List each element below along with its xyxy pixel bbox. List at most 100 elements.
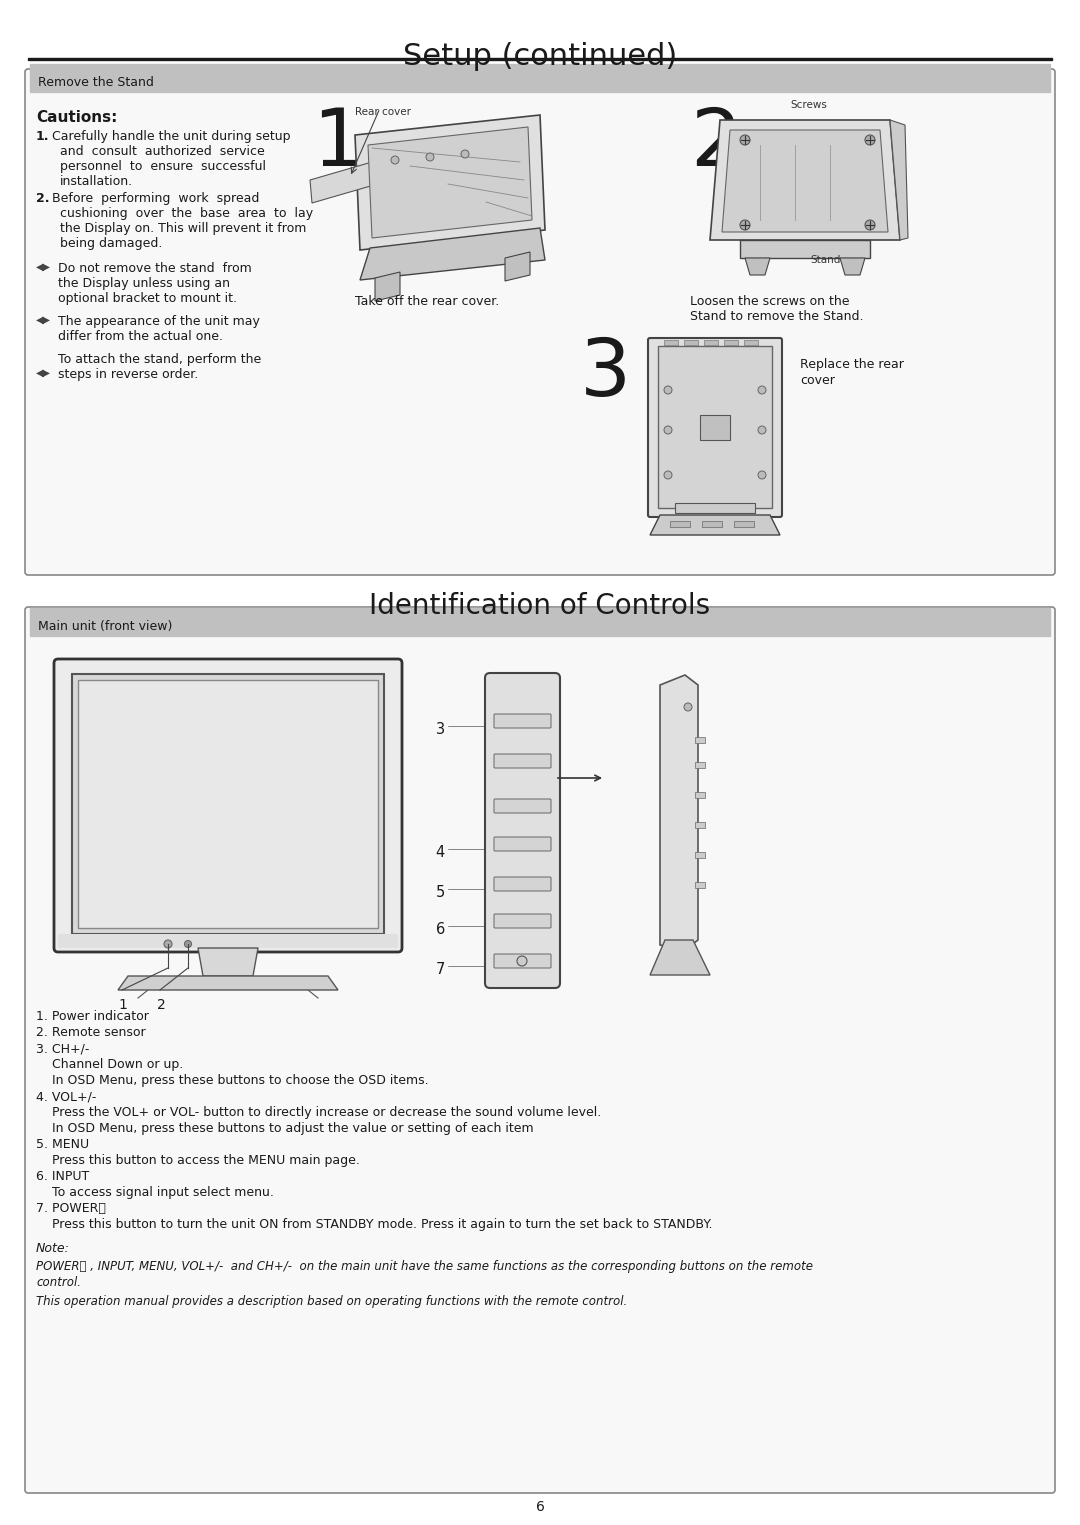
Circle shape: [740, 136, 750, 145]
Circle shape: [391, 156, 399, 165]
Circle shape: [426, 152, 434, 162]
Bar: [30, 64, 1050, 91]
Text: Replace the rear: Replace the rear: [800, 358, 904, 371]
Text: personnel  to  ensure  successful: personnel to ensure successful: [60, 160, 266, 172]
Circle shape: [758, 425, 766, 435]
Bar: [696, 822, 705, 828]
Text: Remove the Stand: Remove the Stand: [38, 76, 153, 88]
Polygon shape: [650, 515, 780, 535]
Bar: [684, 340, 698, 345]
Polygon shape: [355, 114, 545, 250]
Polygon shape: [890, 120, 908, 239]
Bar: [28, 58, 1052, 59]
Bar: [696, 881, 705, 888]
Text: Take off the rear cover.: Take off the rear cover.: [355, 294, 499, 308]
Polygon shape: [840, 258, 865, 274]
Text: 1: 1: [118, 997, 126, 1013]
Text: To access signal input select menu.: To access signal input select menu.: [52, 1186, 274, 1199]
Circle shape: [185, 941, 191, 947]
Text: Identification of Controls: Identification of Controls: [369, 592, 711, 621]
Text: Loosen the screws on the: Loosen the screws on the: [690, 294, 850, 308]
Text: MENU: MENU: [510, 884, 535, 894]
Polygon shape: [368, 127, 532, 238]
Text: 4: 4: [435, 845, 445, 860]
FancyBboxPatch shape: [25, 69, 1055, 575]
Text: Press this button to access the MENU main page.: Press this button to access the MENU mai…: [52, 1154, 360, 1167]
FancyBboxPatch shape: [494, 877, 551, 891]
Text: 6. INPUT: 6. INPUT: [36, 1170, 90, 1183]
Polygon shape: [375, 271, 400, 300]
Text: the Display unless using an: the Display unless using an: [58, 278, 230, 290]
Text: 7: 7: [435, 962, 445, 978]
Polygon shape: [310, 162, 374, 203]
Bar: [72, 674, 384, 933]
Text: Channel Down or up.: Channel Down or up.: [52, 1058, 184, 1071]
Text: cover: cover: [800, 374, 835, 387]
Text: VOL-: VOL-: [512, 843, 531, 852]
Bar: [734, 522, 754, 528]
Polygon shape: [650, 939, 710, 974]
Text: In OSD Menu, press these buttons to choose the OSD items.: In OSD Menu, press these buttons to choo…: [52, 1074, 429, 1087]
Text: Do not remove the stand  from: Do not remove the stand from: [58, 262, 252, 274]
Text: 3: 3: [436, 721, 445, 737]
Text: differ from the actual one.: differ from the actual one.: [58, 329, 222, 343]
Text: the Display on. This will prevent it from: the Display on. This will prevent it fro…: [60, 223, 307, 235]
Text: 6: 6: [435, 923, 445, 936]
Bar: [78, 680, 378, 929]
Text: 6: 6: [536, 1501, 544, 1514]
Text: optional bracket to mount it.: optional bracket to mount it.: [58, 291, 237, 305]
Polygon shape: [745, 258, 770, 274]
Text: Stand to remove the Stand.: Stand to remove the Stand.: [690, 310, 864, 323]
Bar: [724, 340, 738, 345]
Circle shape: [517, 956, 527, 965]
Polygon shape: [198, 949, 258, 976]
Text: cushioning  over  the  base  area  to  lay: cushioning over the base area to lay: [60, 207, 313, 220]
Text: ◀▶: ◀▶: [36, 368, 51, 378]
FancyBboxPatch shape: [494, 955, 551, 968]
Text: Stand: Stand: [810, 255, 840, 265]
Text: Note:: Note:: [36, 1241, 70, 1255]
Polygon shape: [118, 976, 338, 990]
Text: 1.: 1.: [36, 130, 50, 143]
Text: Screws: Screws: [789, 101, 827, 110]
Circle shape: [664, 471, 672, 479]
Text: Setup (continued): Setup (continued): [403, 43, 677, 72]
Text: Press the VOL+ or VOL- button to directly increase or decrease the sound volume : Press the VOL+ or VOL- button to directl…: [52, 1106, 602, 1119]
Text: being damaged.: being damaged.: [60, 236, 162, 250]
Polygon shape: [740, 239, 870, 258]
Polygon shape: [710, 120, 900, 239]
Text: To attach the stand, perform the: To attach the stand, perform the: [58, 352, 261, 366]
Bar: [664, 340, 678, 345]
Text: 2. Remote sensor: 2. Remote sensor: [36, 1026, 146, 1039]
FancyBboxPatch shape: [648, 339, 782, 517]
Circle shape: [664, 425, 672, 435]
Text: 2.: 2.: [36, 192, 50, 204]
Polygon shape: [723, 130, 888, 232]
Text: CH -: CH -: [513, 761, 531, 770]
Bar: [744, 340, 758, 345]
Bar: [696, 737, 705, 743]
Text: 3: 3: [580, 336, 631, 413]
Bar: [696, 852, 705, 859]
Text: CH +: CH +: [511, 721, 532, 730]
Text: Main unit (front view): Main unit (front view): [38, 621, 173, 633]
Text: installation.: installation.: [60, 175, 133, 188]
Text: 7. POWER⏻: 7. POWER⏻: [36, 1202, 106, 1215]
Bar: [696, 791, 705, 798]
Text: 5: 5: [435, 884, 445, 900]
FancyBboxPatch shape: [494, 913, 551, 929]
FancyBboxPatch shape: [494, 799, 551, 813]
Text: 3. CH+/-: 3. CH+/-: [36, 1042, 90, 1055]
Polygon shape: [505, 252, 530, 281]
Bar: [670, 522, 690, 528]
Bar: [704, 340, 718, 345]
FancyBboxPatch shape: [54, 659, 402, 952]
Text: and  consult  authorized  service: and consult authorized service: [60, 145, 265, 159]
Bar: [675, 503, 755, 512]
Circle shape: [865, 136, 875, 145]
Text: POWER⏻ , INPUT, MENU, VOL+/-  and CH+/-  on the main unit have the same function: POWER⏻ , INPUT, MENU, VOL+/- and CH+/- o…: [36, 1260, 813, 1273]
FancyBboxPatch shape: [494, 714, 551, 727]
Text: ◀▶: ◀▶: [36, 316, 51, 325]
Text: control.: control.: [36, 1276, 81, 1289]
Bar: [696, 762, 705, 769]
